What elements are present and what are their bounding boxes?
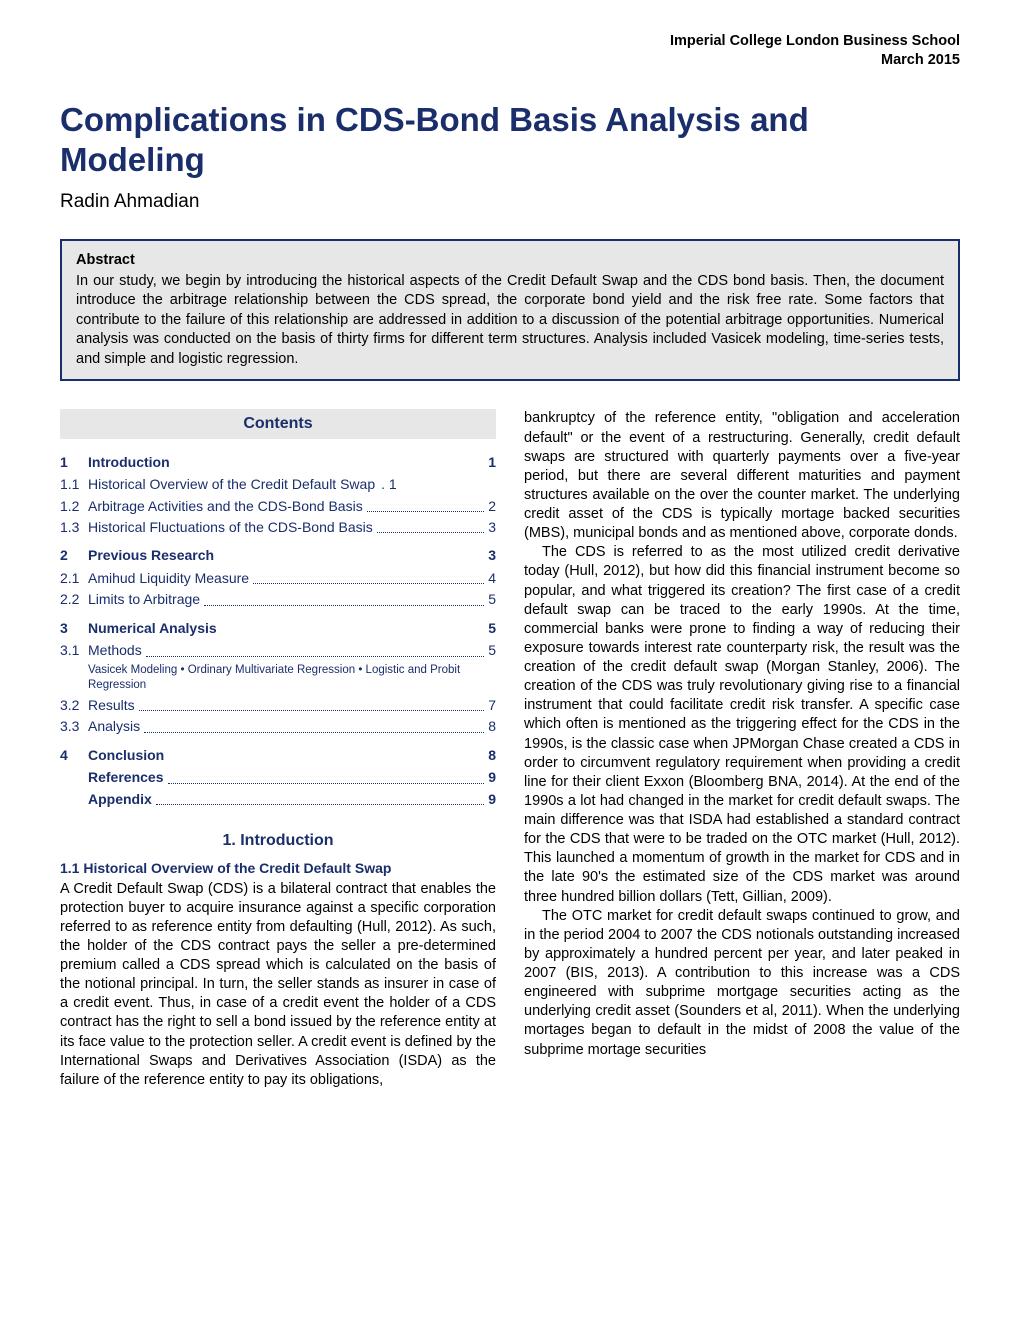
toc-sub-num: 2.1 xyxy=(60,569,88,587)
toc-section-page: 8 xyxy=(488,746,496,764)
toc-dots xyxy=(253,583,484,584)
toc-dots xyxy=(204,605,484,606)
table-of-contents: 1Introduction1 1.1Historical Overview of … xyxy=(60,453,496,808)
toc-sub-row[interactable]: References 9 xyxy=(60,768,496,786)
toc-dots xyxy=(146,656,485,657)
toc-sub-num: 3.3 xyxy=(60,717,88,735)
toc-sub-title: Methods xyxy=(88,641,142,659)
toc-section-row[interactable]: 1Introduction1 xyxy=(60,453,496,471)
toc-dots xyxy=(139,710,485,711)
toc-sub-row[interactable]: 3.2Results 7 xyxy=(60,696,496,714)
abstract-box: Abstract In our study, we begin by intro… xyxy=(60,239,960,382)
toc-sub-row[interactable]: 1.1Historical Overview of the Credit Def… xyxy=(60,475,496,493)
toc-section-title: Introduction xyxy=(88,453,488,471)
section-1-1-heading: 1.1 Historical Overview of the Credit De… xyxy=(60,859,496,877)
intro-left-para: A Credit Default Swap (CDS) is a bilater… xyxy=(60,880,496,1090)
toc-section-num: 1 xyxy=(60,453,88,471)
abstract-text: In our study, we begin by introducing th… xyxy=(76,272,944,370)
toc-sub-title: Limits to Arbitrage xyxy=(88,590,200,608)
toc-sub-title: Historical Fluctuations of the CDS-Bond … xyxy=(88,518,373,536)
two-column-layout: Contents 1Introduction1 1.1Historical Ove… xyxy=(60,409,960,1090)
right-column: bankruptcy of the reference entity, "obl… xyxy=(524,409,960,1090)
toc-sub-num: 1.1 xyxy=(60,475,88,493)
header-date: March 2015 xyxy=(60,51,960,70)
toc-sub-page: 2 xyxy=(488,497,496,515)
toc-sub-num: 1.3 xyxy=(60,518,88,536)
toc-dots xyxy=(377,532,484,533)
toc-sub-row[interactable]: 1.2Arbitrage Activities and the CDS-Bond… xyxy=(60,497,496,515)
intro-right-para3: The OTC market for credit default swaps … xyxy=(524,907,960,1060)
toc-section-page: 1 xyxy=(488,453,496,471)
toc-section-num: 2 xyxy=(60,546,88,564)
toc-sub-num: 1.2 xyxy=(60,497,88,515)
institution: Imperial College London Business School xyxy=(60,32,960,51)
toc-sub-row[interactable]: Appendix 9 xyxy=(60,790,496,808)
toc-section-num: 3 xyxy=(60,619,88,637)
toc-sub-title: Analysis xyxy=(88,717,140,735)
toc-section-title: Previous Research xyxy=(88,546,488,564)
toc-sub-title: Historical Overview of the Credit Defaul… xyxy=(88,475,375,493)
toc-section-num: 4 xyxy=(60,746,88,764)
toc-sub-title: References xyxy=(88,768,164,786)
toc-dots xyxy=(144,732,484,733)
toc-sub-row[interactable]: 3.3Analysis 8 xyxy=(60,717,496,735)
toc-sub-page: 5 xyxy=(488,641,496,659)
toc-sub-page: 3 xyxy=(488,518,496,536)
toc-sub-row[interactable]: 2.2Limits to Arbitrage 5 xyxy=(60,590,496,608)
toc-sub-page: 7 xyxy=(488,696,496,714)
abstract-heading: Abstract xyxy=(76,251,944,270)
toc-sub-num: 2.2 xyxy=(60,590,88,608)
toc-sub-page: 4 xyxy=(488,569,496,587)
toc-sub-title: Results xyxy=(88,696,135,714)
toc-section-row[interactable]: 4Conclusion8 xyxy=(60,746,496,764)
toc-sub-page: . 1 xyxy=(381,475,397,493)
toc-sub-page: 9 xyxy=(488,768,496,786)
contents-heading: Contents xyxy=(243,415,312,432)
paper-title: Complications in CDS-Bond Basis Analysis… xyxy=(60,100,960,179)
toc-sub-row[interactable]: 1.3Historical Fluctuations of the CDS-Bo… xyxy=(60,518,496,536)
section-1-heading: 1. Introduction xyxy=(60,830,496,851)
toc-dots xyxy=(156,804,484,805)
toc-dots xyxy=(168,783,485,784)
toc-dots xyxy=(367,511,485,512)
toc-sub-title: Appendix xyxy=(88,790,152,808)
toc-subsub: Vasicek Modeling • Ordinary Multivariate… xyxy=(88,663,486,693)
intro-right-para2: The CDS is referred to as the most utili… xyxy=(524,543,960,906)
left-column: Contents 1Introduction1 1.1Historical Ove… xyxy=(60,409,496,1090)
toc-section-title: Conclusion xyxy=(88,746,488,764)
toc-section-row[interactable]: 3Numerical Analysis5 xyxy=(60,619,496,637)
header-right: Imperial College London Business School … xyxy=(60,32,960,70)
contents-heading-bar: Contents xyxy=(60,409,496,438)
toc-sub-page: 5 xyxy=(488,590,496,608)
toc-sub-title: Amihud Liquidity Measure xyxy=(88,569,249,587)
toc-sub-row[interactable]: 2.1Amihud Liquidity Measure 4 xyxy=(60,569,496,587)
toc-section-page: 5 xyxy=(488,619,496,637)
intro-right-para1: bankruptcy of the reference entity, "obl… xyxy=(524,409,960,543)
toc-sub-title: Arbitrage Activities and the CDS-Bond Ba… xyxy=(88,497,363,515)
toc-sub-num: 3.1 xyxy=(60,641,88,659)
toc-sub-row[interactable]: 3.1Methods 5 xyxy=(60,641,496,659)
toc-section-page: 3 xyxy=(488,546,496,564)
paper-author: Radin Ahmadian xyxy=(60,189,960,214)
toc-section-title: Numerical Analysis xyxy=(88,619,488,637)
toc-sub-page: 8 xyxy=(488,717,496,735)
toc-sub-num: 3.2 xyxy=(60,696,88,714)
toc-sub-page: 9 xyxy=(488,790,496,808)
toc-section-row[interactable]: 2Previous Research3 xyxy=(60,546,496,564)
